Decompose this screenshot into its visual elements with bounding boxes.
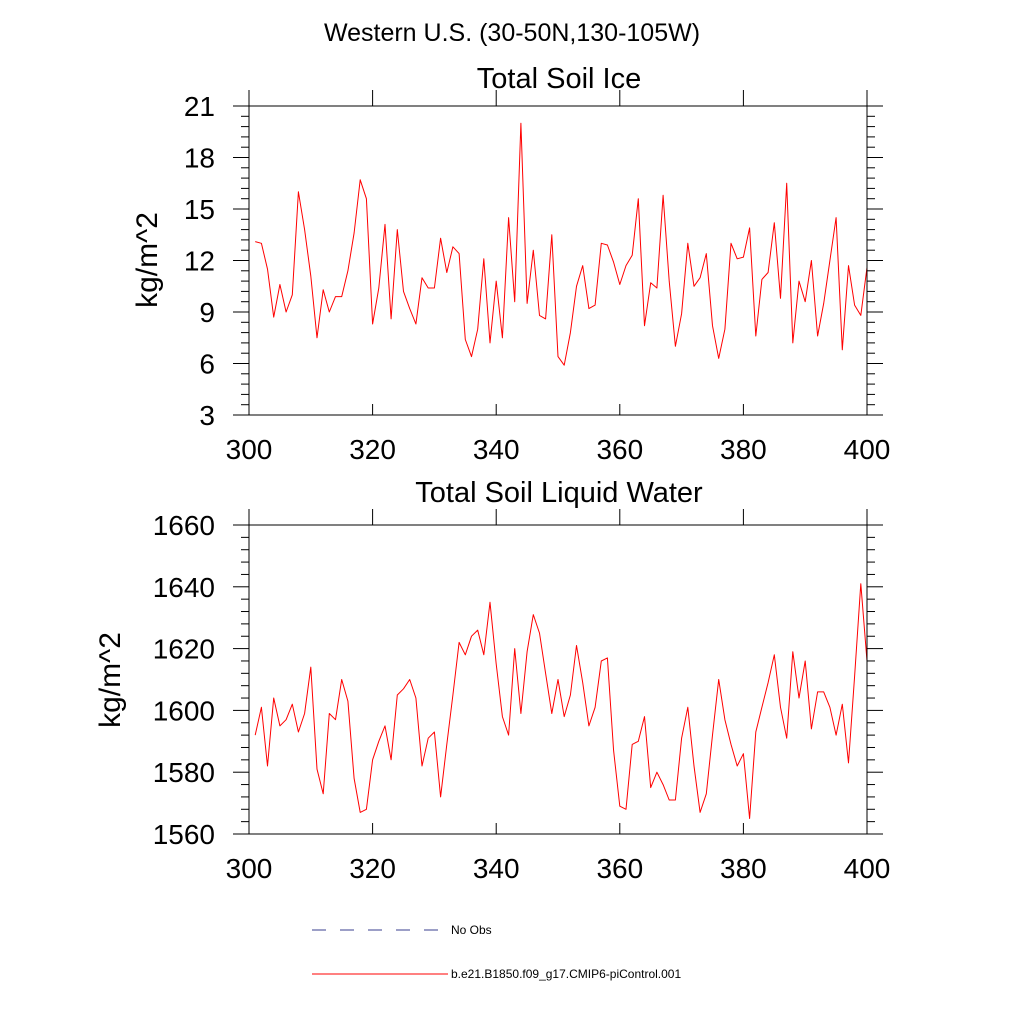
panel-total-soil-ice: Total Soil Ice kg/m^2 300 320 340 360 380 400… [131,63,890,465]
axis-tick-labels: 300 320 340 360 380 400 3 6 9 12 15 18 21 [184,91,891,465]
x-tick-label: 300 [226,853,273,884]
series-line [255,122,868,366]
x-tick-label: 380 [720,853,767,884]
legend: No Obs b.e21.B1850.f09_g17.CMIP6-piContr… [312,923,681,981]
chart-title: Total Soil Liquid Water [415,477,703,509]
x-tick-label: 360 [596,853,643,884]
y-axis-label: kg/m^2 [131,212,164,308]
chart-title: Total Soil Ice [477,63,641,95]
y-tick-label: 1640 [153,572,215,603]
y-tick-label: 12 [184,246,215,277]
x-tick-label: 320 [349,853,396,884]
y-tick-label: 1600 [153,695,215,726]
axis-tick-labels: 300 320 340 360 380 400 1560 1580 1600 1620 1640 16… [153,510,891,884]
page-title: Western U.S. (30-50N,130-105W) [324,19,700,47]
x-tick-label: 340 [473,853,520,884]
x-tick-label: 340 [473,434,520,465]
y-tick-label: 15 [184,194,215,225]
y-axis-label: kg/m^2 [94,632,127,728]
y-tick-label: 21 [184,91,215,122]
plot-frame [248,105,868,416]
series-lines [254,583,868,819]
x-tick-label: 400 [844,853,891,884]
series-lines [255,122,868,366]
y-tick-label: 1560 [153,819,215,850]
x-tick-label: 380 [720,434,767,465]
x-tick-label: 300 [226,434,273,465]
legend-label-no-obs: No Obs [451,923,492,937]
x-tick-label: 400 [844,434,891,465]
y-tick-label: 1580 [153,757,215,788]
y-tick-label: 1660 [153,510,215,541]
y-tick-label: 9 [199,297,215,328]
series-line [254,583,868,819]
y-tick-label: 1620 [153,634,215,665]
axis-ticks [233,509,883,835]
y-tick-label: 3 [199,400,215,431]
y-tick-label: 18 [184,143,215,174]
plot-frame [248,524,868,835]
legend-label-model: b.e21.B1850.f09_g17.CMIP6-piControl.001 [451,967,681,981]
y-tick-label: 6 [199,349,215,380]
x-tick-label: 360 [596,434,643,465]
axis-ticks [233,90,883,416]
panel-total-soil-liquid-water: Total Soil Liquid Water kg/m^2 300 320 340… [94,477,890,884]
x-tick-label: 320 [349,434,396,465]
